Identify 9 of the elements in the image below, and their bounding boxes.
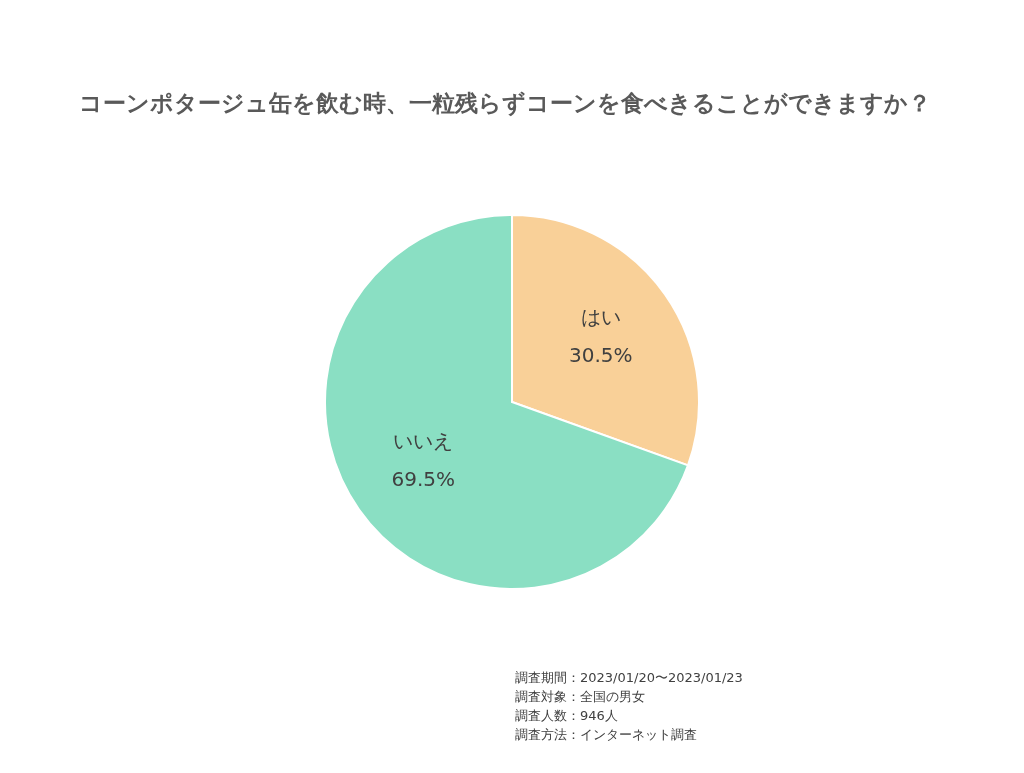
- text: 調査方法：インターネット調査: [515, 726, 698, 744]
- data-label: 30.5%: [568, 342, 633, 367]
- text: 調査期間：2023/01/20〜2023/01/23: [515, 669, 743, 687]
- data-label: 69.5%: [391, 467, 456, 492]
- slice-label: いいえ: [393, 429, 454, 454]
- slice-label: はい: [580, 304, 621, 329]
- text: 調査人数：946人: [515, 707, 619, 725]
- text: 調査対象：全国の男女: [515, 688, 646, 706]
- chart-title: コーンポタージュ缶を飲む時、一粒残らずコーンを食べきることができますか？: [78, 89, 932, 118]
